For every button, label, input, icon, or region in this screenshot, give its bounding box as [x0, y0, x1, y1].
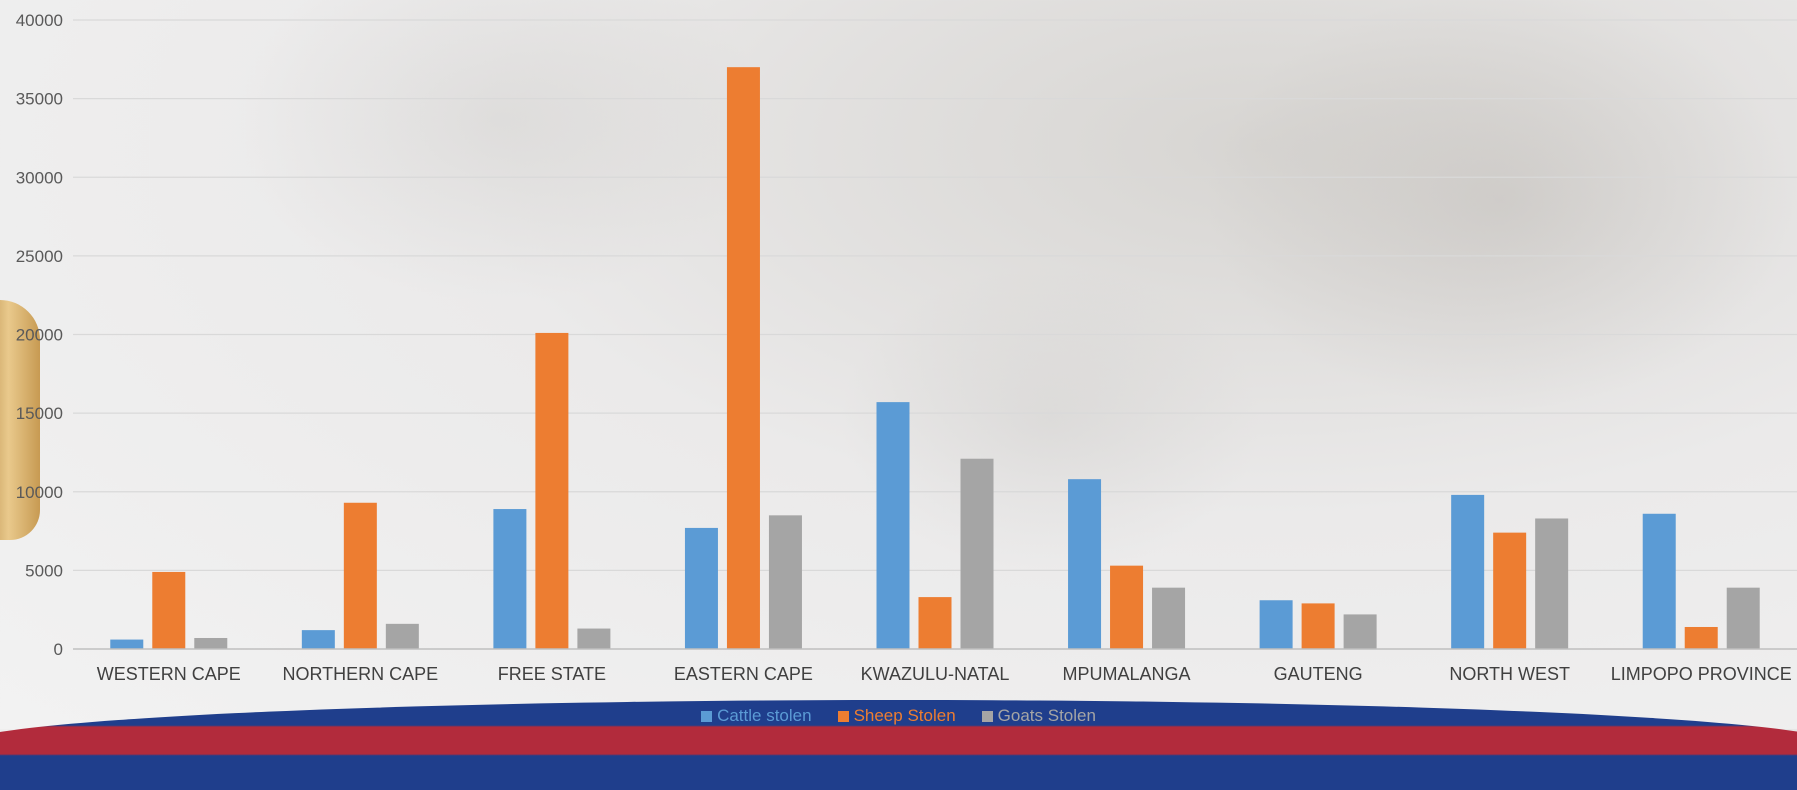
bar-chart: 0 5000 10000 15000 20000 25000 30000 35000 40000…	[16, 11, 1797, 684]
bar-sheep-stolen	[1684, 626, 1718, 649]
bar-sheep-stolen	[343, 502, 377, 649]
bar-sheep-stolen	[1493, 532, 1527, 649]
y-tick-label: 25000	[16, 247, 63, 266]
bars	[110, 67, 1760, 650]
bar-goats-stolen	[1726, 587, 1760, 649]
bar-sheep-stolen	[918, 597, 952, 649]
category-label: WESTERN CAPE	[97, 664, 241, 684]
y-tick-label: 40000	[16, 11, 63, 30]
legend-swatch	[837, 710, 849, 722]
bar-cattle-stolen	[1259, 600, 1293, 649]
bar-goats-stolen	[768, 515, 802, 649]
bar-goats-stolen	[1152, 587, 1186, 649]
bar-goats-stolen	[1535, 518, 1569, 649]
category-labels: WESTERN CAPE NORTHERN CAPE FREE STATE EASTE…	[97, 664, 1792, 684]
y-axis-tick-labels: 0 5000 10000 15000 20000 25000 30000 35000 40000	[16, 11, 63, 659]
bar-goats-stolen	[577, 628, 611, 649]
legend-item: Cattle stolen	[701, 706, 812, 726]
bar-cattle-stolen	[876, 402, 910, 649]
bar-cattle-stolen	[493, 509, 527, 649]
bar-sheep-stolen	[152, 571, 186, 649]
category-label: GAUTENG	[1274, 664, 1363, 684]
legend-label: Sheep Stolen	[853, 706, 956, 725]
legend-label: Goats Stolen	[997, 706, 1096, 725]
bar-cattle-stolen	[684, 527, 718, 649]
legend-swatch	[701, 710, 713, 722]
category-label: NORTHERN CAPE	[282, 664, 438, 684]
bar-cattle-stolen	[301, 630, 335, 649]
gridlines	[73, 19, 1797, 572]
y-tick-label: 20000	[16, 326, 63, 345]
category-label: KWAZULU-NATAL	[861, 664, 1010, 684]
y-tick-label: 15000	[16, 404, 63, 423]
category-label: NORTH WEST	[1449, 664, 1570, 684]
y-tick-label: 35000	[16, 90, 63, 109]
category-label: FREE STATE	[498, 664, 606, 684]
category-label: EASTERN CAPE	[674, 664, 813, 684]
legend-item: Goats Stolen	[981, 706, 1096, 726]
bar-cattle-stolen	[1068, 479, 1102, 649]
bar-goats-stolen	[385, 623, 419, 649]
bar-cattle-stolen	[1451, 494, 1485, 649]
bar-cattle-stolen	[110, 639, 144, 649]
y-tick-label: 10000	[16, 483, 63, 502]
bar-sheep-stolen	[726, 67, 760, 650]
y-tick-label: 0	[54, 640, 63, 659]
category-label: LIMPOPO PROVINCE	[1611, 664, 1792, 684]
legend: Cattle stolen Sheep Stolen Goats Stolen	[0, 706, 1797, 726]
bar-sheep-stolen	[535, 332, 569, 649]
bar-goats-stolen	[194, 637, 228, 649]
legend-swatch	[981, 710, 993, 722]
bar-sheep-stolen	[1301, 603, 1335, 649]
legend-item: Sheep Stolen	[837, 706, 956, 726]
bar-goats-stolen	[1343, 614, 1377, 649]
y-tick-label: 5000	[25, 561, 63, 580]
bar-goats-stolen	[960, 458, 994, 649]
y-tick-label: 30000	[16, 168, 63, 187]
legend-label: Cattle stolen	[717, 706, 812, 725]
chess-piece-image	[0, 300, 40, 540]
bar-cattle-stolen	[1642, 513, 1676, 649]
category-label: MPUMALANGA	[1063, 664, 1191, 684]
bar-sheep-stolen	[1110, 565, 1144, 649]
